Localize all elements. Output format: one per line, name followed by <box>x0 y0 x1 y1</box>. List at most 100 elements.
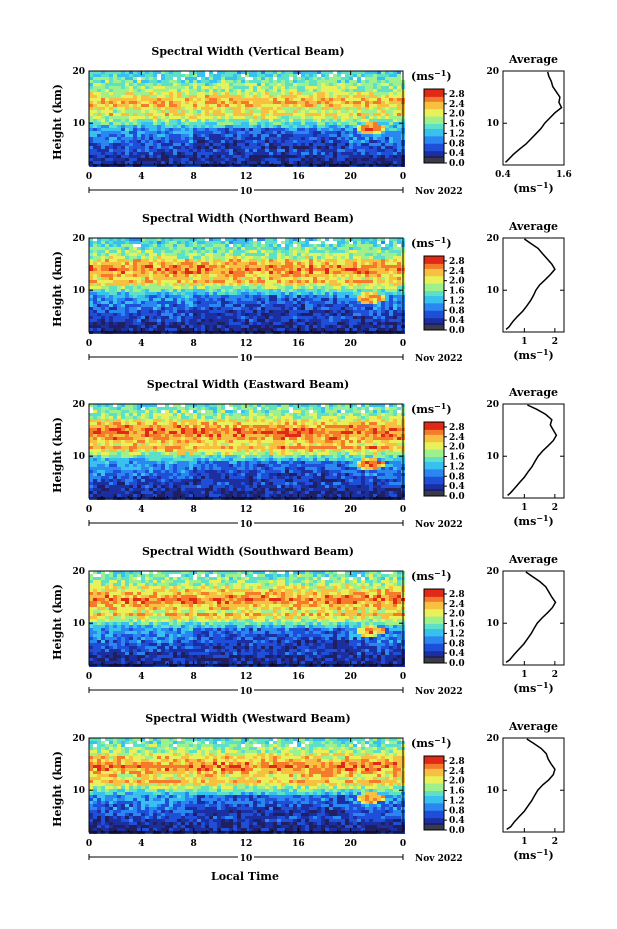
heatmap-cell <box>165 152 169 155</box>
heatmap-cell <box>157 304 161 307</box>
heatmap-cell <box>321 104 325 107</box>
heatmap-cell <box>341 134 345 137</box>
heatmap-cell <box>397 110 401 113</box>
heatmap-cell <box>149 119 153 122</box>
heatmap-cell <box>253 319 257 322</box>
heatmap-cell <box>125 244 129 247</box>
heatmap-cell <box>317 253 321 256</box>
heatmap-cell <box>305 304 309 307</box>
heatmap-cell <box>261 262 265 265</box>
heatmap-cell <box>217 322 221 325</box>
heatmap-cell <box>269 143 273 146</box>
heatmap-cell <box>185 122 189 125</box>
heatmap-cell <box>185 92 189 95</box>
heatmap-cell <box>105 152 109 155</box>
heatmap-cell <box>233 295 237 298</box>
heatmap-cell <box>137 86 141 89</box>
heatmap-cell <box>373 113 377 116</box>
heatmap-cell <box>381 92 385 95</box>
heatmap-cell <box>165 307 169 310</box>
heatmap-cell <box>321 137 325 140</box>
profile-frame <box>502 70 565 166</box>
heatmap-cell <box>169 110 173 113</box>
heatmap-cell <box>353 137 357 140</box>
heatmap-cell <box>213 298 217 301</box>
heatmap-cell <box>93 322 97 325</box>
heatmap-cell <box>177 83 181 86</box>
heatmap-cell <box>221 143 225 146</box>
heatmap-cell <box>217 101 221 104</box>
heatmap-cell <box>285 92 289 95</box>
heatmap-cell <box>93 298 97 301</box>
heatmap-cell <box>209 325 213 328</box>
heatmap-cell <box>109 268 113 271</box>
heatmap-cell <box>357 74 361 77</box>
heatmap-cell <box>241 137 245 140</box>
heatmap-cell <box>161 271 165 274</box>
heatmap-cell <box>217 86 221 89</box>
heatmap-cell <box>221 262 225 265</box>
heatmap-cell <box>337 152 341 155</box>
heatmap-cell <box>333 304 337 307</box>
heatmap-cell <box>273 110 277 113</box>
heatmap-cell <box>89 161 93 164</box>
heatmap-cell <box>189 161 193 164</box>
heatmap-cell <box>101 307 105 310</box>
heatmap-cell <box>109 283 113 286</box>
heatmap-cell <box>117 89 121 92</box>
heatmap-cell <box>313 98 317 101</box>
heatmap-cell <box>133 95 137 98</box>
heatmap-cell <box>281 143 285 146</box>
heatmap-cell <box>301 149 305 152</box>
heatmap-cell <box>381 137 385 140</box>
heatmap-cell <box>117 253 121 256</box>
heatmap-cell <box>297 71 301 74</box>
heatmap-cell <box>301 259 305 262</box>
heatmap-cell <box>145 241 149 244</box>
heatmap-cell <box>297 292 301 295</box>
heatmap-cell <box>109 322 113 325</box>
heatmap-cell <box>289 122 293 125</box>
heatmap-cell <box>97 125 101 128</box>
heatmap-cell <box>265 310 269 313</box>
heatmap-cell <box>157 116 161 119</box>
heatmap-cell <box>297 307 301 310</box>
heatmap-cell <box>381 298 385 301</box>
heatmap-cell <box>257 128 261 131</box>
heatmap-cell <box>97 158 101 161</box>
heatmap-cell <box>265 322 269 325</box>
heatmap-cell <box>125 250 129 253</box>
heatmap-cell <box>385 140 389 143</box>
heatmap-cell <box>269 322 273 325</box>
heatmap-cell <box>389 295 393 298</box>
heatmap-cell <box>357 277 361 280</box>
heatmap-cell <box>225 292 229 295</box>
heatmap-cell <box>233 140 237 143</box>
heatmap-cell <box>345 122 349 125</box>
heatmap-cell <box>373 265 377 268</box>
heatmap-cell <box>177 280 181 283</box>
heatmap-cell <box>269 137 273 140</box>
heatmap-cell <box>297 313 301 316</box>
heatmap-cell <box>333 86 337 89</box>
heatmap-cell <box>377 110 381 113</box>
heatmap-cell <box>213 322 217 325</box>
heatmap-cell <box>337 304 341 307</box>
heatmap-cell <box>213 104 217 107</box>
heatmap-cell <box>333 128 337 131</box>
heatmap-cell <box>149 253 153 256</box>
heatmap-cell <box>313 316 317 319</box>
heatmap-cell <box>225 137 229 140</box>
heatmap-cell <box>277 161 281 164</box>
heatmap-cell <box>93 104 97 107</box>
heatmap-cell <box>237 116 241 119</box>
heatmap-cell <box>185 265 189 268</box>
heatmap-cell <box>305 149 309 152</box>
heatmap-cell <box>393 161 397 164</box>
heatmap-cell <box>89 95 93 98</box>
heatmap-cell <box>201 92 205 95</box>
heatmap-cell <box>209 125 213 128</box>
heatmap-cell <box>369 286 373 289</box>
heatmap-cell <box>213 244 217 247</box>
heatmap-cell <box>325 259 329 262</box>
